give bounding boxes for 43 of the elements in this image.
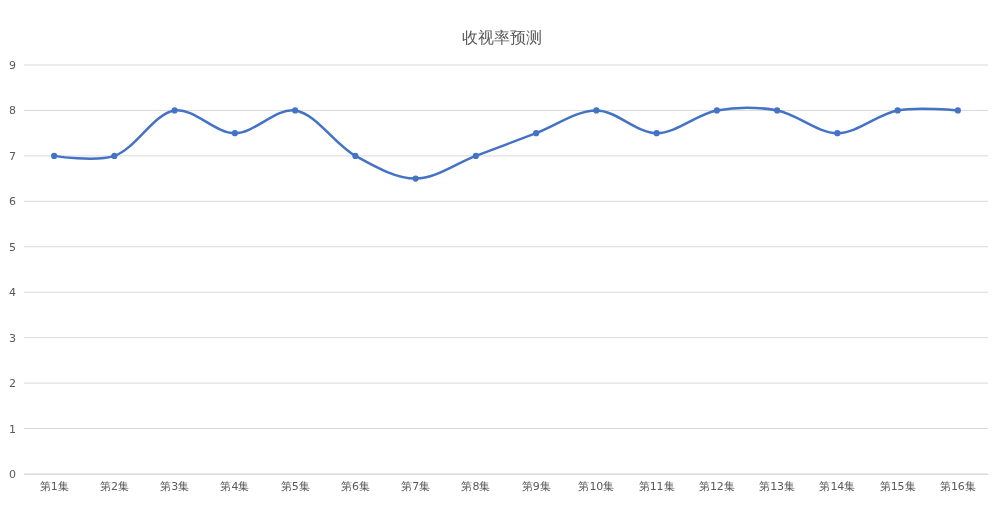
x-tick-label: 第1集	[39, 479, 69, 493]
point	[774, 107, 781, 114]
point	[51, 152, 58, 159]
point	[352, 152, 359, 159]
x-tick-label: 第16集	[939, 479, 976, 493]
point	[954, 107, 961, 114]
x-tick-label: 第13集	[759, 479, 796, 493]
y-tick-label: 6	[9, 195, 16, 209]
y-tick-label: 1	[9, 422, 16, 436]
point	[713, 107, 720, 114]
y-tick-label: 8	[9, 104, 16, 118]
x-tick-label: 第10集	[578, 479, 615, 493]
point	[894, 107, 901, 114]
y-tick-label: 3	[9, 331, 16, 345]
point	[834, 130, 841, 137]
y-tick-label: 9	[9, 59, 16, 73]
point	[292, 107, 299, 114]
point	[111, 152, 118, 159]
point	[231, 130, 238, 137]
x-tick-label: 第9集	[521, 479, 551, 493]
x-tick-label: 第4集	[220, 479, 250, 493]
x-tick-label: 第5集	[280, 479, 310, 493]
x-tick-label: 第15集	[879, 479, 916, 493]
y-tick-label: 7	[9, 149, 16, 163]
y-tick-label: 5	[9, 240, 16, 254]
point	[412, 175, 419, 182]
point	[593, 107, 600, 114]
x-tick-label: 第2集	[99, 479, 129, 493]
y-tick-label: 4	[9, 286, 16, 300]
x-tick-label: 第14集	[819, 479, 856, 493]
y-tick-label: 2	[9, 377, 16, 391]
x-tick-label: 第11集	[638, 479, 675, 493]
y-tick-label: 0	[9, 468, 16, 482]
point	[653, 130, 660, 137]
point	[533, 130, 540, 137]
point	[472, 152, 479, 159]
x-tick-label: 第12集	[698, 479, 735, 493]
x-tick-label: 第6集	[340, 479, 370, 493]
x-tick-label: 第7集	[401, 479, 431, 493]
chart-title: 收视率预测	[461, 28, 542, 47]
point	[171, 107, 178, 114]
x-tick-label: 第8集	[461, 479, 491, 493]
x-tick-label: 第3集	[160, 479, 190, 493]
